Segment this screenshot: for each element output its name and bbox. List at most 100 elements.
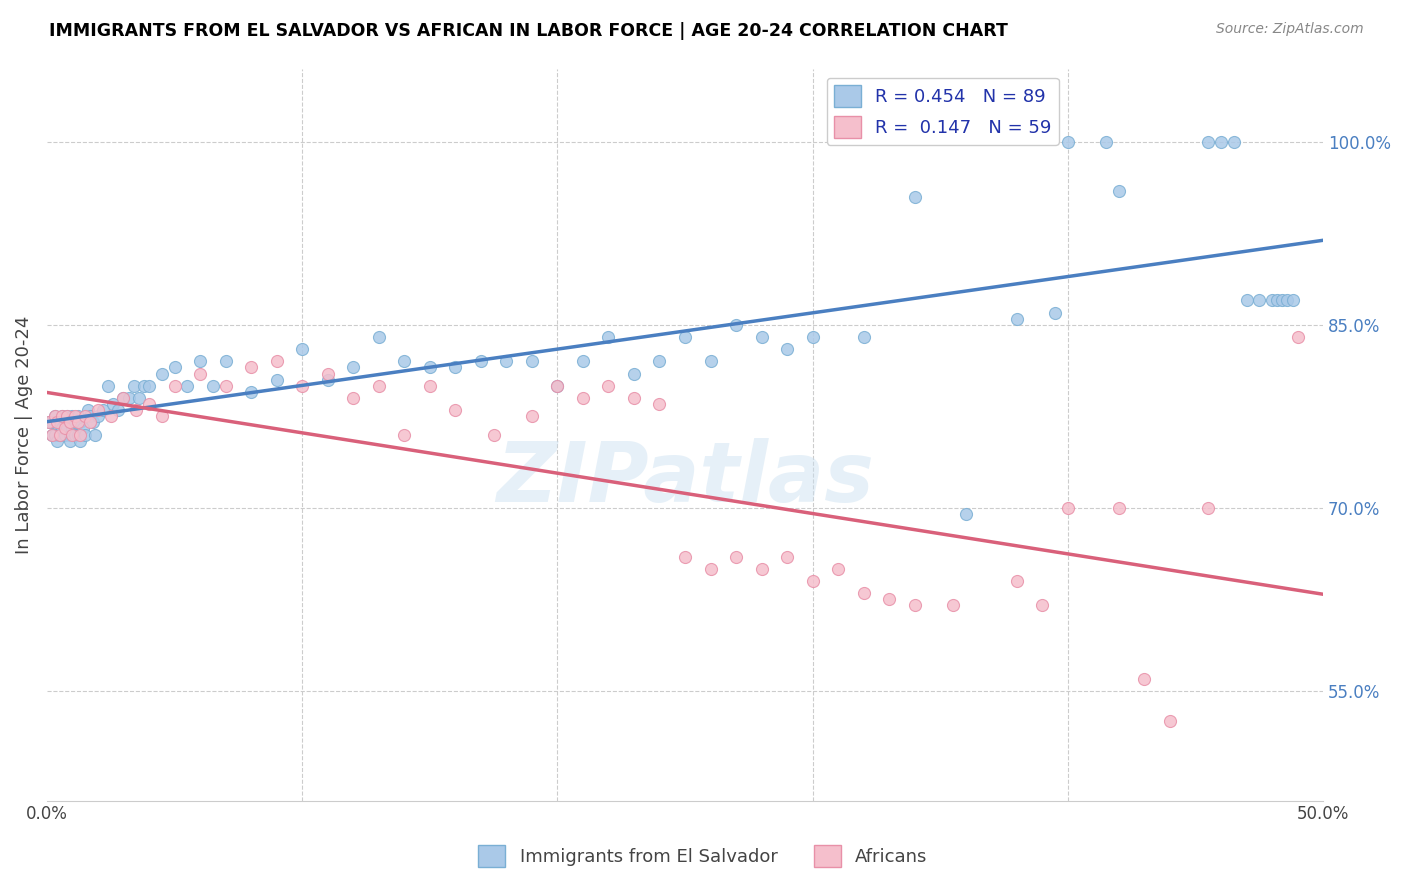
Point bbox=[69, 427, 91, 442]
Point bbox=[572, 391, 595, 405]
Point bbox=[598, 330, 620, 344]
Point bbox=[699, 354, 721, 368]
Point bbox=[66, 427, 89, 442]
Point bbox=[59, 434, 82, 448]
Point bbox=[648, 354, 671, 368]
Point bbox=[69, 416, 91, 430]
Point bbox=[482, 427, 505, 442]
Text: IMMIGRANTS FROM EL SALVADOR VS AFRICAN IN LABOR FORCE | AGE 20-24 CORRELATION CH: IMMIGRANTS FROM EL SALVADOR VS AFRICAN I… bbox=[49, 22, 1008, 40]
Point bbox=[176, 378, 198, 392]
Point bbox=[291, 378, 314, 392]
Point bbox=[125, 403, 148, 417]
Point bbox=[103, 397, 125, 411]
Point bbox=[91, 403, 114, 417]
Point bbox=[150, 367, 173, 381]
Point bbox=[72, 421, 94, 435]
Point bbox=[82, 416, 104, 430]
Point bbox=[1277, 293, 1299, 308]
Point bbox=[56, 409, 79, 424]
Point bbox=[56, 421, 79, 435]
Point bbox=[97, 378, 120, 392]
Point bbox=[44, 427, 66, 442]
Point bbox=[56, 409, 79, 424]
Point bbox=[76, 403, 98, 417]
Point bbox=[87, 409, 110, 424]
Point bbox=[117, 391, 139, 405]
Point bbox=[751, 330, 773, 344]
Point bbox=[214, 354, 236, 368]
Point bbox=[470, 354, 492, 368]
Point bbox=[63, 427, 86, 442]
Point bbox=[877, 592, 900, 607]
Point bbox=[75, 409, 97, 424]
Point bbox=[63, 416, 86, 430]
Point bbox=[751, 562, 773, 576]
Point bbox=[801, 330, 824, 344]
Point bbox=[1031, 599, 1053, 613]
Point bbox=[648, 397, 671, 411]
Point bbox=[942, 599, 965, 613]
Point bbox=[444, 360, 467, 375]
Point bbox=[240, 360, 263, 375]
Point bbox=[394, 427, 416, 442]
Point bbox=[852, 586, 875, 600]
Point bbox=[53, 421, 76, 435]
Point bbox=[367, 378, 389, 392]
Point bbox=[419, 360, 441, 375]
Point bbox=[1005, 574, 1028, 588]
Point bbox=[904, 189, 927, 203]
Point bbox=[1133, 672, 1156, 686]
Point bbox=[53, 416, 76, 430]
Point bbox=[342, 360, 364, 375]
Point bbox=[69, 434, 91, 448]
Point bbox=[1261, 293, 1284, 308]
Point bbox=[53, 427, 76, 442]
Y-axis label: In Labor Force | Age 20-24: In Labor Force | Age 20-24 bbox=[15, 316, 32, 554]
Point bbox=[132, 378, 155, 392]
Point bbox=[62, 421, 84, 435]
Point bbox=[163, 378, 186, 392]
Point bbox=[495, 354, 517, 368]
Point bbox=[62, 409, 84, 424]
Point bbox=[367, 330, 389, 344]
Point bbox=[1271, 293, 1294, 308]
Point bbox=[87, 403, 110, 417]
Point bbox=[138, 397, 160, 411]
Point bbox=[48, 427, 70, 442]
Point bbox=[100, 409, 122, 424]
Point bbox=[41, 427, 63, 442]
Point bbox=[46, 434, 69, 448]
Point bbox=[316, 367, 339, 381]
Point bbox=[1223, 135, 1246, 149]
Point bbox=[66, 416, 89, 430]
Point bbox=[128, 391, 150, 405]
Point bbox=[48, 416, 70, 430]
Text: Source: ZipAtlas.com: Source: ZipAtlas.com bbox=[1216, 22, 1364, 37]
Point bbox=[776, 342, 799, 356]
Point bbox=[107, 403, 129, 417]
Point bbox=[827, 562, 849, 576]
Point bbox=[163, 360, 186, 375]
Point bbox=[291, 342, 314, 356]
Point bbox=[38, 416, 60, 430]
Point bbox=[38, 416, 60, 430]
Point bbox=[1095, 135, 1118, 149]
Point bbox=[852, 330, 875, 344]
Point bbox=[266, 354, 288, 368]
Point bbox=[48, 427, 70, 442]
Point bbox=[623, 367, 645, 381]
Point bbox=[201, 378, 224, 392]
Point bbox=[699, 562, 721, 576]
Point bbox=[240, 384, 263, 399]
Legend: Immigrants from El Salvador, Africans: Immigrants from El Salvador, Africans bbox=[471, 838, 935, 874]
Point bbox=[623, 391, 645, 405]
Point bbox=[41, 416, 63, 430]
Point bbox=[572, 354, 595, 368]
Point bbox=[150, 409, 173, 424]
Point bbox=[44, 409, 66, 424]
Point bbox=[1057, 500, 1080, 515]
Point bbox=[546, 378, 568, 392]
Point bbox=[62, 427, 84, 442]
Point bbox=[79, 409, 101, 424]
Point bbox=[59, 416, 82, 430]
